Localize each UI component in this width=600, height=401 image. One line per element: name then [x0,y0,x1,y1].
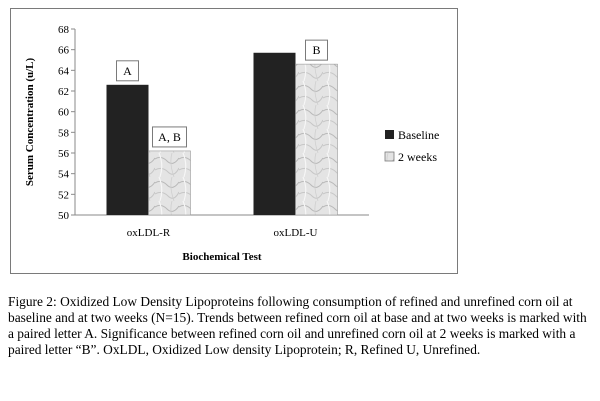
x-tick-label: oxLDL-U [274,227,318,239]
bar-oxLDL-R-Baseline [106,84,149,215]
y-tick-label: 50 [58,210,70,222]
annotation-label: B [312,43,320,57]
annotation-box [152,126,187,148]
figure-caption: Figure 2: Oxidized Low Density Lipoprote… [8,294,587,357]
y-tick-label: 66 [58,45,70,57]
y-tick-label: 62 [58,86,69,98]
bar-oxLDL-U-2-weeks [295,63,338,216]
y-tick-label: 54 [58,169,70,181]
x-tick-label: oxLDL-R [127,227,171,239]
legend-label: 2 weeks [398,150,437,164]
y-tick-label: 60 [58,107,70,119]
y-tick-label: 52 [58,189,69,201]
x-axis-title: Biochemical Test [182,251,261,263]
bar-oxLDL-U-Baseline [253,52,296,216]
y-tick-label: 58 [58,127,70,139]
y-tick-label: 56 [58,148,70,160]
bar-chart: 50 52 54 56 58 60 62 64 66 68 oxLDL-R oxLDL-U A A, B B… [24,24,439,263]
legend-label: Baseline [398,128,439,142]
annotation-label: A [123,64,132,78]
bar-oxLDL-R-2-weeks [148,150,191,216]
y-tick-label: 68 [58,24,70,36]
y-tick-label: 64 [58,65,70,77]
annotation-label: A, B [158,130,181,144]
legend-swatch [385,130,394,139]
y-axis-title: Serum Concentration (u/L) [24,58,36,187]
annotation-box [305,39,328,61]
chart-frame: 50 52 54 56 58 60 62 64 66 68 oxLDL-R oxLDL-U A A, B B… [10,8,458,274]
legend-swatch [384,151,395,162]
annotation-box [116,60,139,82]
